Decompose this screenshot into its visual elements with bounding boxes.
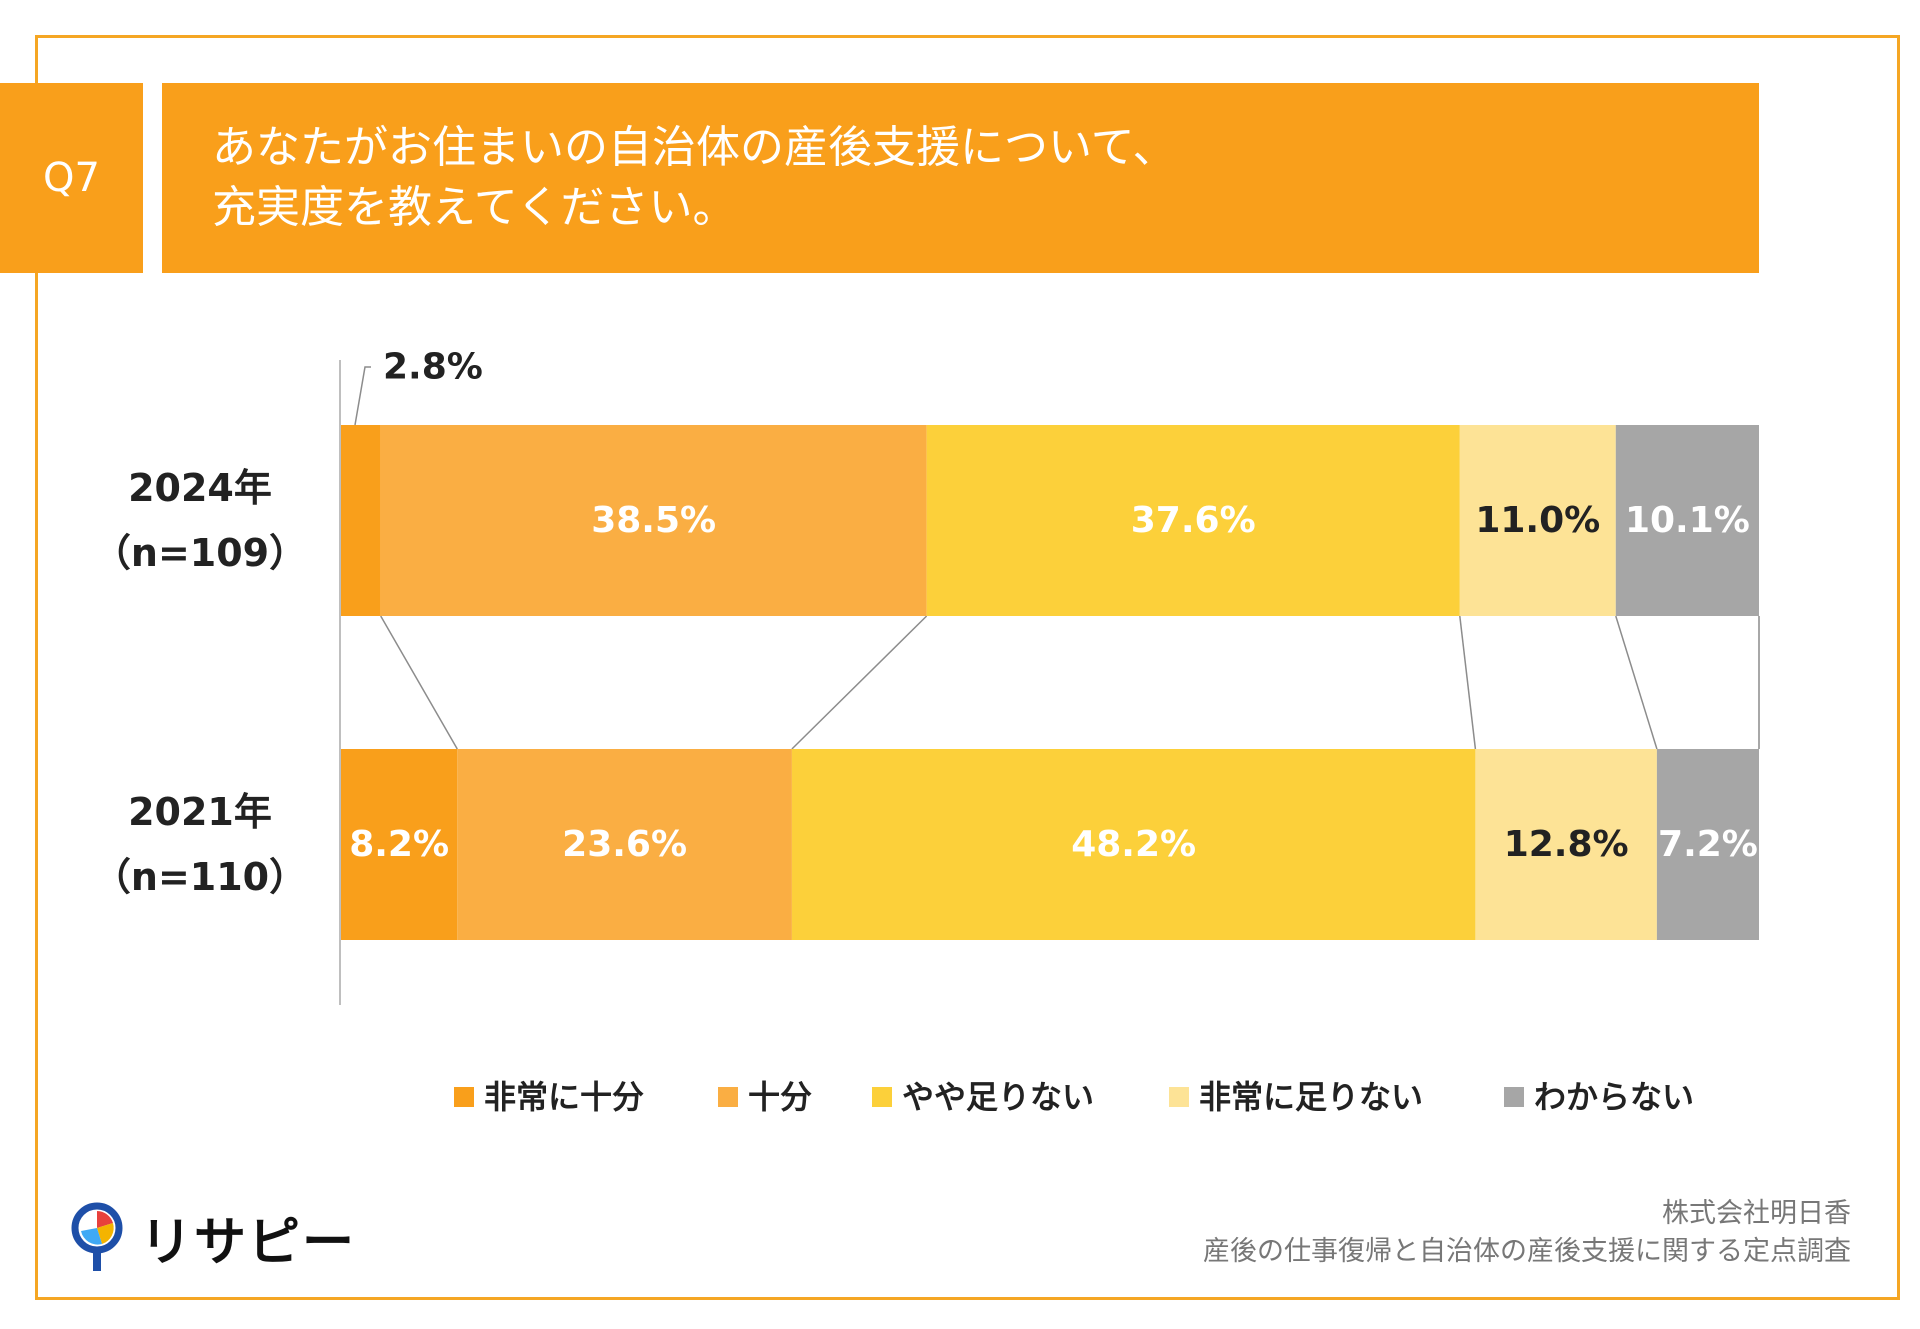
bar-segment-2021-2 [457,749,792,940]
source-credit: 株式会社明日香 産後の仕事復帰と自治体の産後支援に関する定点調査 [1203,1195,1851,1271]
connector-line [1615,615,1658,750]
data-label: 38.5% [591,500,716,541]
question-number: Q7 [43,155,100,201]
data-label: 12.8% [1504,824,1629,865]
category-label-n: （n=109） [93,531,307,575]
legend-swatch [1504,1087,1524,1107]
logo-text: リサピー [140,1212,357,1273]
legend-label: わからない [1534,1078,1694,1116]
data-label: 10.1% [1625,500,1750,541]
data-label: 8.2% [349,824,449,865]
connector-line [1459,615,1477,750]
bar-segment-2021-1 [341,749,458,940]
chart-frame [35,35,1900,1300]
question-number-badge: Q7 [0,83,143,273]
legend-swatch [718,1087,738,1107]
data-label: 48.2% [1071,824,1196,865]
category-label-year: 2021年 [128,790,272,834]
bar-segment-2021-5 [1656,749,1759,940]
data-label: 11.0% [1475,500,1600,541]
data-label: 7.2% [1658,824,1758,865]
question-title-line1: あなたがお住まいの自治体の産後支援について、 [212,122,1177,173]
bar-segment-2024-3 [926,425,1460,616]
data-label: 2.8% [383,347,483,388]
bar-segment-2024-1 [341,425,381,616]
legend-swatch [1169,1087,1189,1107]
legend-label: 十分 [748,1078,812,1116]
legend-label: 非常に十分 [484,1078,644,1116]
bar-segment-2024-4 [1459,425,1616,616]
bar-segment-2024-2 [380,425,927,616]
legend-swatch [454,1087,474,1107]
connector-line [380,615,458,750]
credit-survey: 産後の仕事復帰と自治体の産後支援に関する定点調査 [1203,1236,1851,1267]
category-label-year: 2024年 [128,466,272,510]
credit-company: 株式会社明日香 [1662,1198,1851,1229]
question-title-box: あなたがお住まいの自治体の産後支援について、 充実度を教えてください。 [162,83,1759,273]
bar-segment-2021-3 [791,749,1476,940]
legend-label: やや足りない [902,1078,1094,1116]
data-label: 37.6% [1131,500,1256,541]
company-logo: リサピー [70,1202,357,1273]
callout-leader-line [354,366,371,426]
category-label-n: （n=110） [93,855,307,899]
bar-segment-2021-4 [1475,749,1657,940]
research-pin-logo-icon [71,1202,123,1271]
question-title-line2: 充実度を教えてください。 [212,182,737,233]
data-label: 23.6% [562,824,687,865]
legend-label: 非常に足りない [1199,1078,1423,1116]
bar-segment-2024-5 [1615,425,1759,616]
connector-line [791,615,928,750]
legend-swatch [872,1087,892,1107]
